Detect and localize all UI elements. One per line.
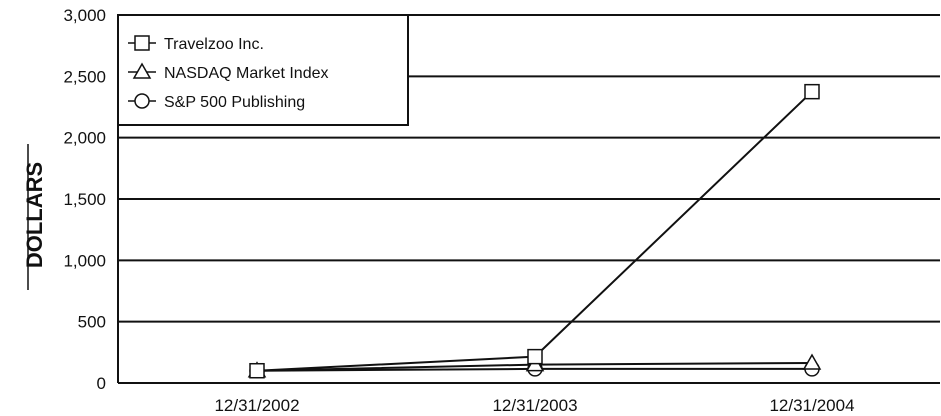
legend-label: NASDAQ Market Index: [164, 65, 329, 82]
legend-marker-square: [134, 35, 150, 51]
x-tick-label: 12/31/2003: [492, 396, 577, 415]
legend-label: S&P 500 Publishing: [164, 94, 305, 111]
x-axis: 12/31/2002 12/31/2003 12/31/2004: [214, 396, 854, 415]
y-tick-label: 500: [78, 313, 106, 332]
legend: Travelzoo Inc. NASDAQ Market Index S&P 500…: [117, 14, 409, 126]
y-axis-label: DOLLARS: [22, 162, 47, 268]
data-point-square: [527, 348, 543, 365]
y-tick-label: 1,500: [63, 190, 106, 209]
y-tick-label: 1,000: [63, 251, 106, 270]
y-tick-label: 2,500: [63, 67, 106, 86]
y-axis: 0 500 1,000 1,500 2,000 2,500 3,000: [63, 6, 119, 393]
series-line: [256, 90, 813, 372]
legend-label: Travelzoo Inc.: [164, 36, 264, 53]
legend-marker-triangle: [132, 62, 152, 79]
data-point-triangle: [802, 353, 822, 370]
data-point-square: [804, 83, 820, 100]
legend-marker-circle: [134, 93, 150, 109]
x-tick-label: 12/31/2004: [769, 396, 854, 415]
y-tick-label: 0: [97, 374, 106, 393]
data-point-square: [249, 362, 265, 379]
series-group: [247, 83, 822, 379]
legend-box: [117, 14, 409, 126]
x-tick-label: 12/31/2002: [214, 396, 299, 415]
series-square: [256, 90, 813, 372]
y-tick-label: 2,000: [63, 129, 106, 148]
y-tick-label: 3,000: [63, 6, 106, 25]
